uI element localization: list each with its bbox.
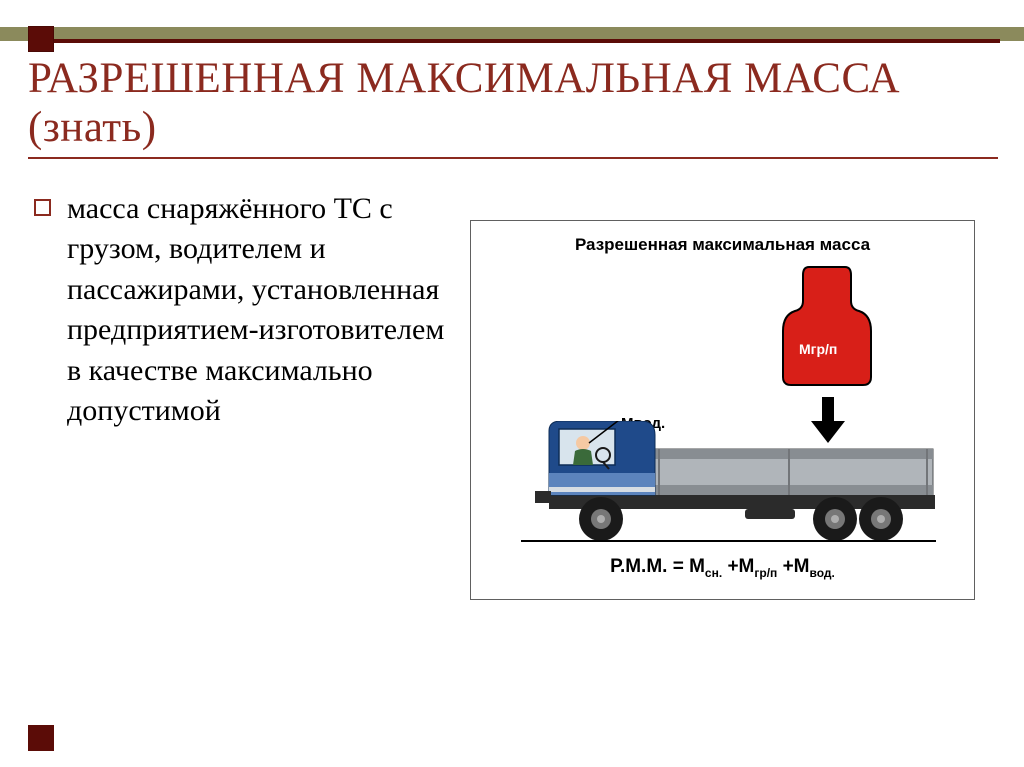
formula-plus2: +М [777,556,809,577]
bullet-item: масса снаряжённого ТС с грузом, водителе… [34,189,448,432]
bullet-block: масса снаряжённого ТС с грузом, водителе… [28,189,448,432]
stamp-icon [781,265,873,395]
figure-box: Разрешенная максимальная масса Мгр/п Мво… [470,220,975,600]
formula-prefix: Р.М.М. = М [610,556,705,577]
slide-title: РАЗРЕШЕННАЯ МАКСИМАЛЬНАЯ МАССА (знать) [28,54,998,159]
ground-line [521,540,936,542]
header-line [54,39,1000,43]
header-bar [0,0,1024,30]
header-square-icon [28,26,54,52]
formula-sn: сн. [705,566,722,580]
stamp-label: Мгр/п [799,341,837,357]
footer-square-icon [28,725,54,751]
formula-grp: гр/п [754,566,777,580]
formula-vod: вод. [810,566,835,580]
bullet-box-icon [34,199,51,216]
bullet-text: масса снаряжённого ТС с грузом, водителе… [67,189,448,432]
figure-title: Разрешенная максимальная масса [471,235,974,255]
formula-text: Р.М.М. = Мсн. +Мгр/п +Мвод. [471,556,974,580]
formula-plus1: +М [722,556,754,577]
truck-icon [529,421,939,548]
